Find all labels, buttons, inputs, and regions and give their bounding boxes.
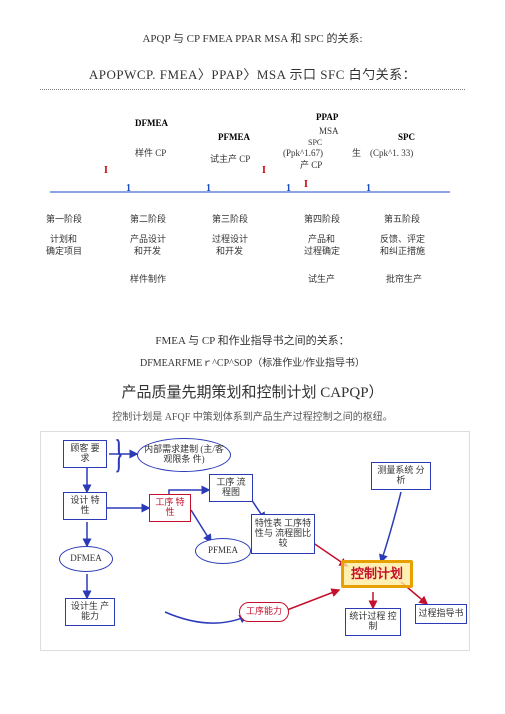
label-msa: MSA [319,126,339,138]
label-pfmea: PFMEA [218,132,250,144]
label-dfmea: DFMEA [135,118,168,130]
node-design-char: 设计 特性 [63,492,107,520]
phase-2-b: 和开发 [216,246,243,258]
node-design-cap: 设计生 产能力 [65,598,115,626]
node-customer-req: 顾客 要求 [63,440,107,468]
label-ppk: (Ppk^1.67) [283,148,323,160]
phase-1-name: 第二阶段 [130,214,166,226]
marker-i-1: I [104,164,108,177]
phase-1-b: 和开发 [134,246,161,258]
label-spc2: SPC [398,132,415,144]
tick-4: 1 [366,182,371,195]
phase-4-a: 反馈、评定 [380,234,425,246]
label-chan: 产 CP [300,160,322,172]
phase-4-name: 第五阶段 [384,214,420,226]
phase-1-c: 样件制作 [130,274,166,286]
phase-3-name: 第四阶段 [304,214,340,226]
label-ppap: PPAP [316,112,338,124]
phase-3-a: 产品和 [308,234,335,246]
phase-2-a: 过程设计 [212,234,248,246]
label-spc1: SPC [308,138,322,148]
mid-title-2: DFMEARFMEｒ^CP^SOP（标准作业/作业指导书） [40,354,465,369]
brace-icon: } [116,430,122,477]
page-title-1: APQP 与 CP FMEA PPAR MSA 和 SPC 的关系: [40,30,465,46]
node-internal-req: 内部需求建制 (主/客观限条 件) [137,438,231,472]
divider [40,89,465,90]
note: 控制计划是 AFQF 中策划体系到产品生产过程控制之间的枢纽。 [40,408,465,423]
phase-1-a: 产品设计 [130,234,166,246]
phase-2-name: 第三阶段 [212,214,248,226]
node-dfmea: DFMEA [59,546,113,572]
phase-3-b: 过程确定 [304,246,340,258]
node-control-plan: 控制计划 [341,560,413,588]
phase-4-b: 和纠正措施 [380,246,425,258]
node-flowchart: 工序 流程图 [209,474,253,502]
label-sheng: 生 [352,148,361,160]
node-process-char: 工序 特性 [149,494,191,522]
phase-3-c: 试生产 [308,274,335,286]
mid-title-1: FMEA 与 CP 和作业指导书之间的关系： [40,332,465,348]
big-title: 产品质量先期策划和控制计划 CAPQP） [40,381,465,402]
node-process-cap: 工序能力 [239,602,289,622]
tick-2: 1 [206,182,211,195]
marker-i-2: I [262,164,266,177]
timeline-axis [40,188,460,198]
phase-0-b: 确定项目 [46,246,82,258]
phase-0-name: 第一阶段 [46,214,82,226]
label-cpk: (Cpk^1. 33) [370,148,413,160]
node-spc: 统计过程 控制 [345,608,401,636]
tick-1: 1 [126,182,131,195]
page-title-2: APOPWCP. FMEA〉PPAP〉MSA 示口 SFC 白勺关系： [40,64,465,83]
flowchart: } 顾客 要求 内部需求建制 (主/客观限条 件) 设计 特性 工序 特性 工序… [40,431,470,651]
label-shizhu: 试主产 CP [210,154,250,166]
node-pfmea: PFMEA [195,538,251,564]
phase-4-c: 批帘生产 [386,274,422,286]
timeline-diagram: DFMEA PFMEA PPAP MSA SPC SPC 样件 CP 试主产 C… [40,118,465,318]
label-yangjian: 样件 CP [135,148,166,160]
tick-3: 1 [286,182,291,195]
node-char-table: 特性表 工序特性与 流程图比较 [251,514,315,554]
node-sop: 过程指导书 [415,604,467,624]
node-msa: 测量系统 分析 [371,462,431,490]
phase-0-a: 计划和 [50,234,77,246]
